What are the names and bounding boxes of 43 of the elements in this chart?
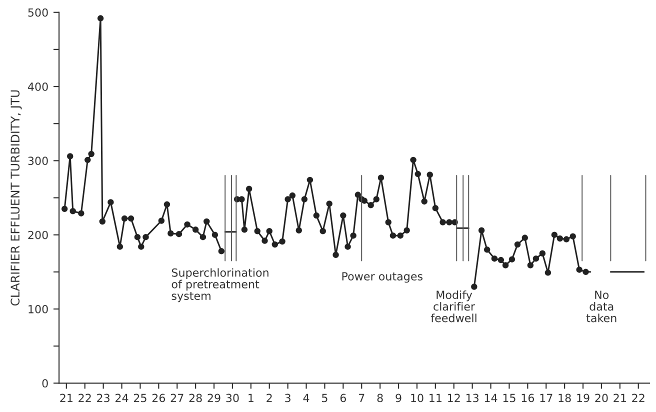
annotation: Modify clarifier feedwell [430,290,476,322]
x-tick-label: 21 [614,394,626,402]
x-tick-label: 27 [170,394,184,402]
x-tick-label: 12 [448,394,460,402]
y-tick-label: 0 [42,379,48,388]
x-tick-label: 29 [208,394,220,402]
x-tick-label: 18 [558,394,571,402]
x-tick-label: 19 [577,394,590,402]
x-tick-label: 10 [411,394,424,402]
x-tick-label: 22 [632,394,644,402]
x-tick-label: 2 [266,394,272,402]
x-tick-label: 16 [522,394,534,402]
x-tick-label: 15 [503,394,516,402]
y-tick-label: 400 [28,82,48,91]
y-tick-label: 500 [28,8,48,17]
x-tick-label: 23 [97,394,110,402]
x-tick-label: 9 [396,394,402,402]
x-tick-label: 14 [484,394,498,402]
annotation: Power outages [342,272,423,283]
y-tick-label: 300 [28,156,48,166]
y-tick-label: 200 [28,230,48,240]
x-tick-label: 11 [430,394,442,402]
x-tick-label: 8 [377,394,383,402]
annotation: Superchlorination of pretreatment system [172,268,268,302]
x-tick-label: 17 [540,394,552,402]
x-tick-label: 26 [152,394,166,402]
annotation: No data taken [586,290,616,322]
x-tick-label: 13 [466,394,478,402]
x-tick-label: 30 [226,394,239,402]
y-tick-label: 100 [28,304,48,314]
x-tick-label: 6 [340,394,346,402]
x-tick-label: 20 [595,394,608,402]
x-tick-label: 28 [189,394,202,402]
x-tick-label: 7 [358,394,364,402]
x-tick-label: 24 [116,394,128,402]
x-tick-label: 3 [285,394,290,402]
x-tick-label: 1 [248,394,254,402]
x-tick-label: 5 [322,394,328,402]
x-tick-label: 4 [303,394,310,402]
x-tick-label: 21 [60,394,72,402]
y-axis-title: CLARIFIER EFFLUENT TURBIDITY, JTU [10,90,22,306]
x-tick-label: 22 [78,394,91,402]
x-tick-label: 25 [134,394,146,402]
